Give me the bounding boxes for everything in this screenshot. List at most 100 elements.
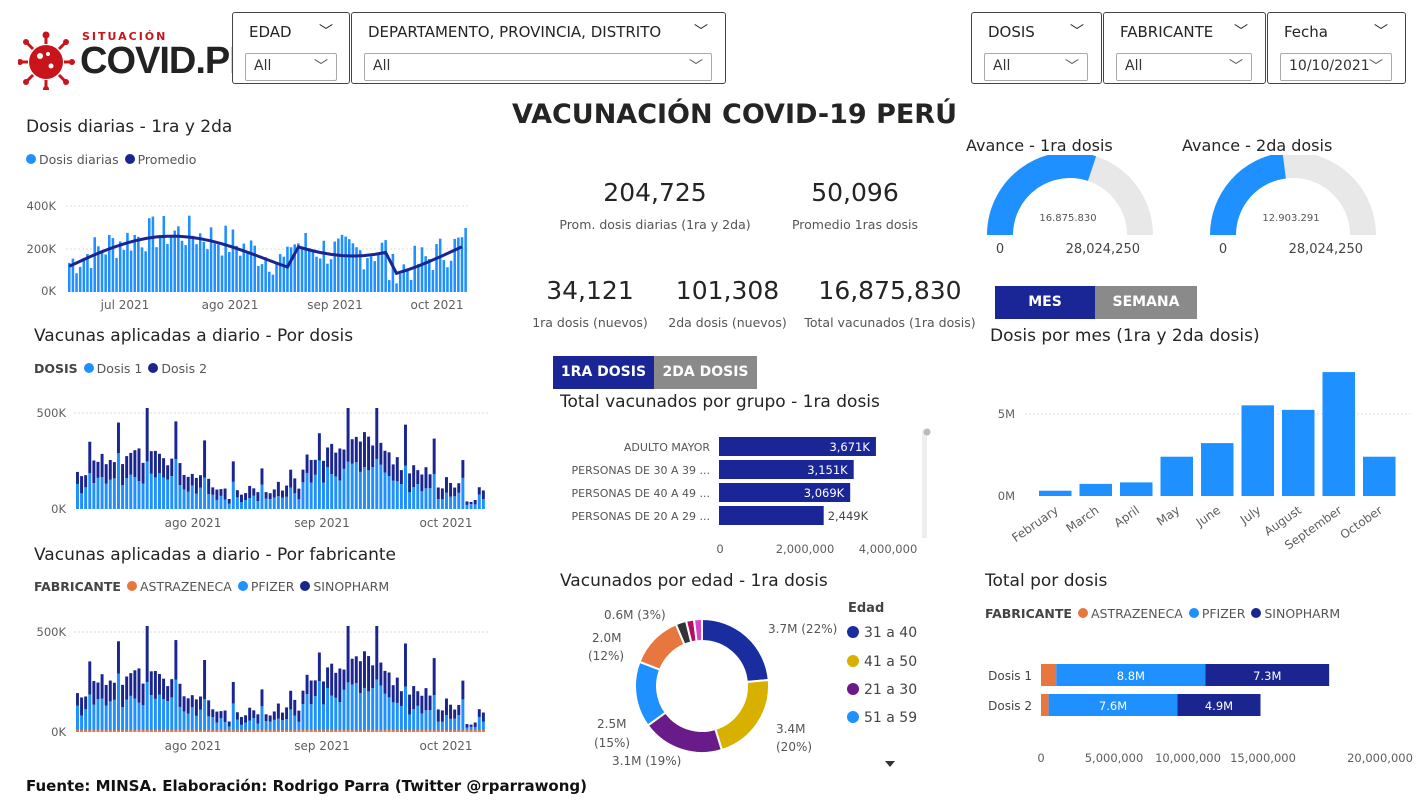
bar-segment <box>428 474 432 489</box>
scrollbar-handle[interactable] <box>923 428 931 436</box>
bar-segment <box>182 474 186 490</box>
slicer-fecha[interactable]: Fecha ﹀ 10/10/2021 ﹀ <box>1267 12 1406 84</box>
bar-segment <box>223 499 227 509</box>
bar-segment <box>387 697 391 732</box>
bar-segment <box>182 489 186 509</box>
total-bar-segment <box>1205 664 1330 686</box>
slicer-fabricante[interactable]: FABRICANTE ﹀ All ﹀ <box>1103 12 1266 84</box>
slicer-dropdown[interactable]: All ﹀ <box>1116 53 1252 81</box>
bar-segment <box>379 685 383 732</box>
bar-segment <box>449 482 453 497</box>
slicer-dropdown[interactable]: All ﹀ <box>984 53 1088 81</box>
bar-segment <box>440 730 444 732</box>
chart-title-by-dose: Vacunas aplicadas a diario - Por dosis <box>34 326 354 346</box>
chevron-down-icon[interactable]: ﹀ <box>1234 24 1248 40</box>
chevron-down-icon: ﹀ <box>1065 59 1079 75</box>
slicer-edad[interactable]: EDAD ﹀ All ﹀ <box>232 12 350 84</box>
daily-bar <box>129 250 133 292</box>
x-tick: sep 2021 <box>294 739 350 753</box>
legend-item[interactable]: Dosis 1 <box>83 361 142 376</box>
bar-segment <box>330 474 334 509</box>
chevron-down-icon[interactable]: ﹀ <box>319 24 333 40</box>
daily-bar <box>409 280 413 292</box>
gauge-2: 12.903.291 0 28,024,250 <box>1210 155 1376 257</box>
bar-segment <box>199 487 202 509</box>
bar-segment <box>473 727 477 732</box>
bar-segment <box>342 730 346 732</box>
legend-item[interactable]: ASTRAZENECA <box>1077 606 1183 621</box>
legend-item[interactable]: PFIZER <box>1188 606 1245 621</box>
data-label: 8.8M <box>1117 669 1145 683</box>
bar-segment <box>223 730 227 732</box>
bar-segment <box>121 730 125 732</box>
bar-segment <box>190 695 194 708</box>
bar-segment <box>289 487 293 509</box>
bar-segment <box>297 721 301 732</box>
kpi-label: 2da dosis (nuevos) <box>668 315 787 330</box>
bar-segment <box>88 730 92 732</box>
bar-segment <box>289 709 293 732</box>
bar-segment <box>207 700 211 717</box>
chevron-down-icon[interactable]: ﹀ <box>1070 24 1084 40</box>
bar-segment <box>96 730 100 732</box>
bar-segment <box>416 730 420 732</box>
slicer-dosis[interactable]: DOSIS ﹀ All ﹀ <box>971 12 1102 84</box>
bar-segment <box>153 477 157 509</box>
x-tick: oct 2021 <box>420 739 473 753</box>
slicer-departamento[interactable]: DEPARTAMENTO, PROVINCIA, DISTRITO ﹀ All ﹀ <box>351 12 726 84</box>
legend-item[interactable]: Dosis diarias <box>26 152 119 167</box>
bar-segment <box>80 730 84 732</box>
legend-item[interactable]: Promedio <box>124 152 196 167</box>
scroll-down-icon[interactable] <box>885 761 895 767</box>
legend-item[interactable]: SINOPHARM <box>300 579 389 594</box>
bar-segment <box>440 488 444 500</box>
bar-segment <box>424 688 428 711</box>
bar-segment <box>457 730 461 732</box>
chevron-down-icon: ﹀ <box>314 59 328 75</box>
daily-bar <box>355 247 358 292</box>
slicer-dropdown[interactable]: 10/10/2021 ﹀ <box>1280 53 1392 81</box>
tab-mes[interactable]: MES <box>995 286 1095 319</box>
tab-2da-dosis[interactable]: 2DA DOSIS <box>654 356 757 389</box>
bar-segment <box>387 730 391 732</box>
slicer-dropdown[interactable]: All ﹀ <box>245 53 337 81</box>
bar-segment <box>178 463 182 486</box>
category-label: PERSONAS DE 20 A 29 ... <box>571 510 710 523</box>
chevron-down-icon[interactable]: ﹀ <box>1374 24 1388 40</box>
slicer-dropdown[interactable]: All ﹀ <box>364 53 712 81</box>
chevron-down-icon[interactable]: ﹀ <box>694 24 708 40</box>
category-label: PERSONAS DE 40 A 49 ... <box>571 487 710 500</box>
legend-item[interactable]: ASTRAZENECA <box>126 579 232 594</box>
bar-segment <box>399 705 403 732</box>
legend-item[interactable]: SINOPHARM <box>1251 606 1340 621</box>
daily-bar <box>151 216 155 292</box>
bar-segment <box>371 730 375 732</box>
bar-segment <box>481 721 485 732</box>
daily-bar <box>108 234 111 292</box>
bar-segment <box>285 707 289 720</box>
bar-segment <box>162 477 166 509</box>
tab-semana[interactable]: SEMANA <box>1095 286 1197 319</box>
scrollbar[interactable] <box>922 430 927 538</box>
bar-segment <box>153 730 157 732</box>
tab-1ra-dosis[interactable]: 1RA DOSIS <box>553 356 654 389</box>
bar-segment <box>399 691 403 706</box>
bar-segment <box>363 432 366 468</box>
daily-bar <box>286 246 289 292</box>
daily-bar <box>158 234 162 292</box>
legend-item[interactable]: Dosis 2 <box>148 361 207 376</box>
bar-segment <box>416 470 420 485</box>
bar-segment <box>342 449 346 469</box>
legend-item[interactable]: PFIZER <box>237 579 294 594</box>
bar-segment <box>432 473 436 509</box>
bar-segment <box>248 485 252 499</box>
bar-segment <box>436 730 440 732</box>
daily-bar <box>213 243 216 292</box>
group-bar <box>719 483 851 502</box>
data-label: (12%) <box>588 649 624 663</box>
legend-total: FABRICANTE ASTRAZENECA PFIZER SINOPHARM <box>985 606 1340 621</box>
bar-segment <box>440 499 444 509</box>
bar-segment <box>408 694 412 715</box>
bar-segment <box>190 473 194 486</box>
slicer-value: 10/10/2021 <box>1289 58 1370 74</box>
